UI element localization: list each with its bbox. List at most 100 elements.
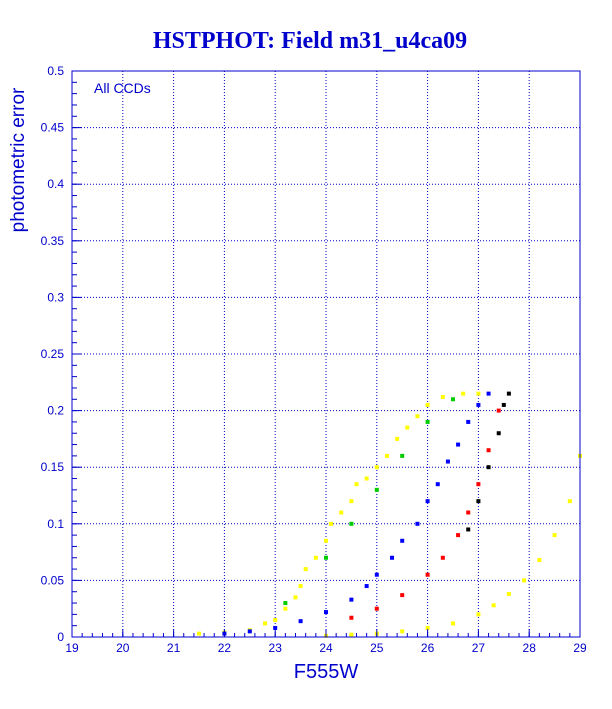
data-point-yellow — [313, 555, 318, 560]
data-point-blue — [466, 419, 471, 424]
x-tick-label: 23 — [269, 641, 283, 655]
y-axis-label: photometric error — [8, 87, 29, 232]
data-point-yellow — [298, 584, 303, 589]
x-tick-label: 27 — [472, 641, 486, 655]
data-point-green — [374, 487, 379, 492]
data-point-yellow — [425, 625, 430, 630]
data-point-blue — [486, 391, 491, 396]
annotation-all-ccds: All CCDs — [94, 80, 151, 96]
series-red — [349, 408, 501, 620]
data-point-yellow — [461, 391, 466, 396]
ticks-layer: 19 20 21 22 23 24 25 26 27 28 29 0 0.05 0.1 0.15 0.2 0.2… — [41, 64, 587, 655]
data-point-yellow — [329, 521, 334, 526]
data-point-yellow — [476, 612, 481, 617]
data-point-yellow — [506, 591, 511, 596]
x-tick-label: 25 — [370, 641, 384, 655]
grid-layer — [71, 70, 581, 638]
y-tick-label: 0.15 — [41, 460, 65, 474]
series-yellow — [197, 391, 481, 636]
y-tick-label: 0.45 — [41, 121, 65, 135]
data-point-yellow — [552, 533, 557, 538]
data-point-yellow — [522, 578, 527, 583]
x-tick-label: 24 — [319, 641, 333, 655]
data-point-red — [476, 482, 481, 487]
data-point-yellow — [395, 436, 400, 441]
data-point-yellow — [339, 510, 344, 515]
x-tick-label: 19 — [65, 641, 79, 655]
data-point-black — [466, 527, 471, 532]
data-point-green — [283, 601, 288, 606]
data-point-yellow — [440, 395, 445, 400]
data-point-black — [486, 465, 491, 470]
y-tick-label: 0.1 — [47, 517, 64, 531]
data-point-black — [476, 499, 481, 504]
data-point-blue — [445, 459, 450, 464]
x-tick-label: 20 — [116, 641, 130, 655]
data-point-yellow — [303, 567, 308, 572]
data-point-blue — [435, 482, 440, 487]
y-tick-label: 0.5 — [47, 64, 64, 78]
data-point-yellow — [293, 595, 298, 600]
y-tick-label: 0.2 — [47, 404, 64, 418]
data-point-blue — [390, 555, 395, 560]
data-point-yellow — [384, 453, 389, 458]
data-point-yellow — [425, 402, 430, 407]
data-point-yellow — [567, 499, 572, 504]
data-point-black — [501, 402, 506, 407]
data-point-green — [451, 397, 455, 402]
data-point-yellow — [491, 603, 496, 608]
data-point-yellow — [354, 482, 359, 487]
data-point-blue — [349, 597, 354, 602]
x-axis-label: F555W — [294, 661, 359, 683]
y-tick-label: 0.25 — [41, 347, 65, 361]
data-point-yellow — [349, 499, 354, 504]
data-point-yellow — [476, 391, 481, 396]
data-point-black — [496, 431, 501, 436]
data-point-blue — [456, 442, 461, 447]
data-point-red — [456, 533, 461, 538]
series-yellow — [324, 453, 582, 638]
data-point-green — [349, 521, 354, 526]
data-point-yellow — [400, 629, 405, 634]
data-point-yellow — [273, 618, 278, 623]
data-point-red — [440, 555, 445, 560]
data-point-yellow — [405, 425, 410, 430]
y-tick-label: 0.05 — [41, 573, 65, 587]
data-point-blue — [374, 572, 379, 577]
x-tick-label: 22 — [218, 641, 232, 655]
data-point-blue — [247, 629, 252, 634]
data-point-blue — [476, 402, 481, 407]
data-point-red — [496, 408, 501, 413]
data-point-yellow — [537, 558, 542, 563]
data-point-yellow — [374, 465, 379, 470]
data-point-red — [374, 606, 379, 611]
y-tick-label: 0.3 — [47, 290, 64, 304]
data-point-blue — [298, 619, 303, 624]
x-tick-label: 21 — [167, 641, 181, 655]
data-point-blue — [324, 610, 328, 615]
data-point-red — [486, 448, 491, 453]
data-point-yellow — [263, 621, 268, 626]
data-point-yellow — [415, 414, 420, 419]
y-tick-label: 0 — [57, 630, 64, 644]
data-point-blue — [400, 538, 405, 543]
x-tick-label: 28 — [523, 641, 537, 655]
data-point-blue — [425, 499, 430, 504]
points-layer — [197, 391, 582, 638]
data-point-yellow — [197, 631, 201, 636]
y-tick-label: 0.35 — [41, 234, 65, 248]
chart-title: HSTPHOT: Field m31_u4ca09 — [153, 28, 467, 54]
data-point-yellow — [451, 621, 455, 626]
data-point-yellow — [324, 538, 328, 543]
data-point-red — [425, 572, 430, 577]
x-tick-label: 29 — [573, 641, 587, 655]
data-point-green — [400, 453, 405, 458]
data-point-yellow — [349, 632, 354, 637]
y-tick-label: 0.4 — [47, 177, 64, 191]
data-point-black — [506, 391, 511, 396]
data-point-red — [466, 510, 471, 515]
data-point-yellow — [283, 606, 288, 611]
x-tick-label: 26 — [421, 641, 435, 655]
